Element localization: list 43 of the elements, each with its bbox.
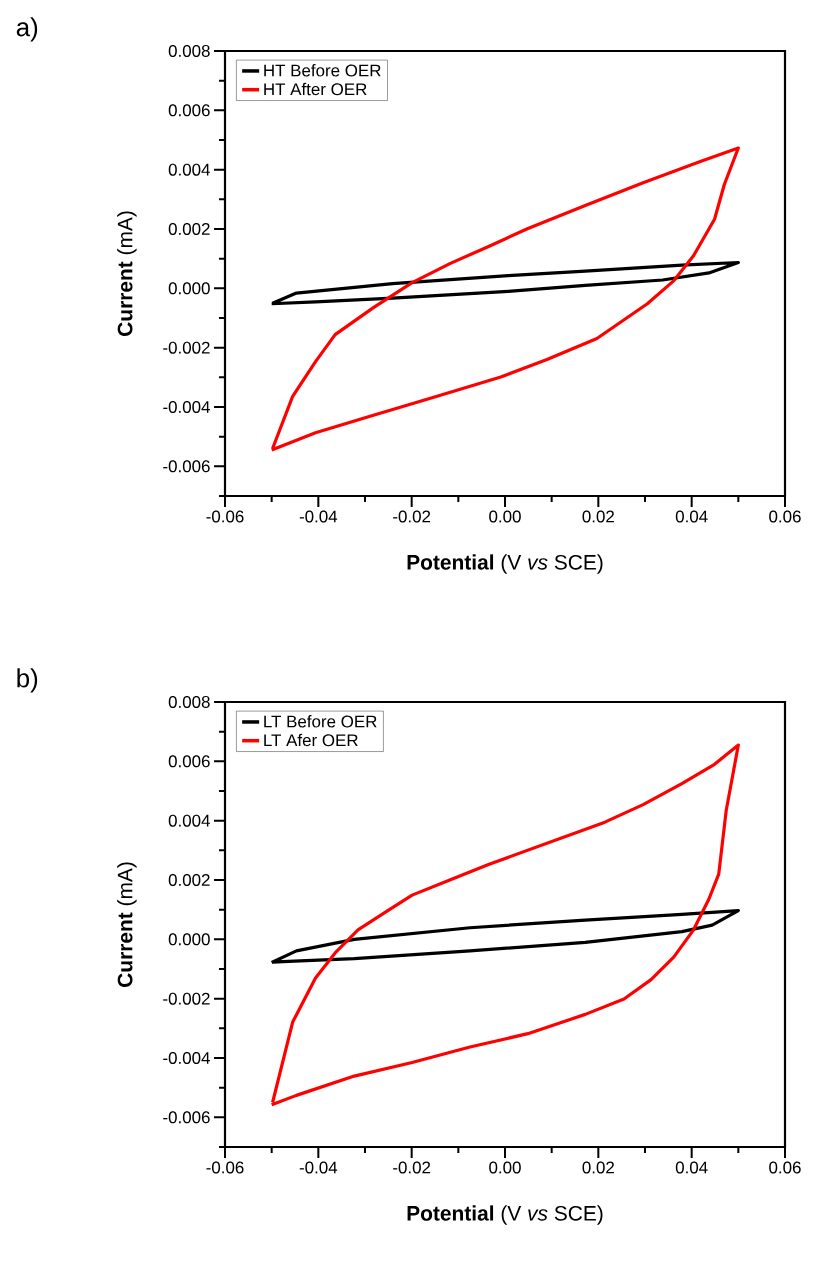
- x-tick-label: 0.00: [489, 1161, 521, 1174]
- chart-title: b): [17, 668, 38, 693]
- x-tick-label: -0.06: [206, 510, 244, 523]
- x-tick-label: -0.02: [393, 510, 431, 523]
- y-tick-label: -0.002: [163, 992, 210, 1005]
- x-axis-title: Potential (V vs SCE): [407, 1205, 603, 1225]
- x-tick-label: -0.06: [206, 1161, 244, 1174]
- y-tick-label: -0.004: [163, 1051, 210, 1064]
- y-tick-label: 0.008: [168, 44, 210, 57]
- x-tick-label: 0.04: [675, 510, 708, 523]
- y-tick-label: -0.004: [163, 400, 210, 413]
- y-tick-label: -0.002: [163, 341, 210, 354]
- line-series: [270, 146, 740, 452]
- y-tick-label: 0.002: [168, 222, 210, 235]
- y-tick-label: 0.004: [168, 163, 210, 176]
- y-tick-label: -0.006: [163, 1111, 210, 1124]
- x-tick-label: 0.02: [582, 1161, 614, 1174]
- line-series: [270, 260, 740, 306]
- x-tick-label: 0.06: [769, 510, 801, 523]
- x-tick-label: -0.04: [299, 1161, 338, 1174]
- legend-label: HT After OER: [264, 82, 367, 96]
- y-tick-label: -0.006: [163, 460, 210, 473]
- x-axis-title: Potential (V vs SCE): [407, 554, 603, 574]
- y-axis-title: Current (mA): [117, 862, 137, 987]
- y-tick-label: 0.002: [168, 874, 210, 886]
- x-tick-label: 0.02: [582, 510, 614, 523]
- y-tick-label: 0.008: [168, 696, 210, 708]
- x-tick-label: 0.06: [769, 1161, 801, 1174]
- x-tick-label: 0.04: [675, 1161, 708, 1174]
- x-tick-label: -0.04: [299, 510, 338, 523]
- y-tick-label: 0.004: [168, 814, 210, 827]
- y-tick-label: 0.006: [168, 755, 210, 768]
- legend-label: LT Before OER: [264, 715, 377, 728]
- chart-title: a): [16, 17, 38, 42]
- line-series: [270, 908, 740, 965]
- legend-label: LT Afer OER: [264, 733, 358, 747]
- y-tick-label: 0.006: [168, 104, 210, 117]
- x-tick-label: -0.02: [393, 1161, 431, 1174]
- legend-label: HT Before OER: [264, 64, 381, 77]
- y-axis-title: Current (mA): [117, 211, 137, 336]
- y-tick-label: 0.000: [168, 933, 210, 946]
- x-tick-label: 0.00: [489, 510, 521, 523]
- y-tick-label: 0.000: [168, 282, 210, 295]
